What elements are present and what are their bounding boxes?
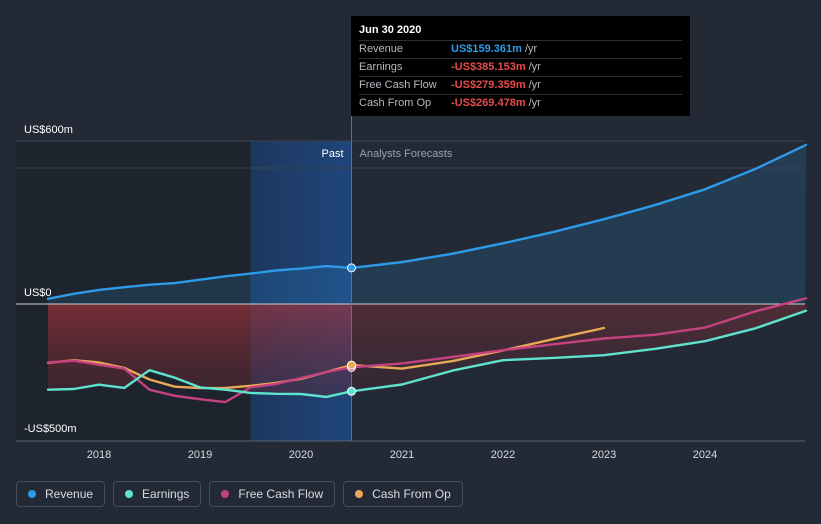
x-tick-label: 2024 bbox=[693, 449, 717, 461]
legend-label: Revenue bbox=[45, 487, 94, 501]
tooltip-value: US$159.361m bbox=[451, 43, 522, 55]
y-tick-label: -US$500m bbox=[24, 423, 77, 435]
legend-dot-icon bbox=[125, 490, 134, 498]
tooltip-unit: /yr bbox=[524, 43, 538, 55]
tooltip-label: Earnings bbox=[359, 61, 403, 73]
tooltip-row: Free Cash Flow -US$279.359m/yr bbox=[359, 76, 682, 94]
x-tick-label: 2019 bbox=[188, 449, 212, 461]
legend: Revenue Earnings Free Cash Flow Cash From O… bbox=[16, 481, 463, 507]
legend-dot-icon bbox=[28, 490, 36, 498]
legend-item-free-cash-flow[interactable]: Free Cash Flow bbox=[209, 481, 336, 507]
tooltip-row: Earnings -US$385.153m/yr bbox=[359, 58, 682, 76]
past-label: Past bbox=[321, 148, 343, 160]
tooltip-value: -US$269.478m bbox=[451, 97, 526, 109]
revenue-area bbox=[48, 144, 806, 304]
earnings-area bbox=[48, 304, 806, 397]
tooltip-row: Revenue US$159.361m/yr bbox=[359, 40, 682, 58]
legend-label: Cash From Op bbox=[372, 487, 451, 501]
legend-item-revenue[interactable]: Revenue bbox=[16, 481, 106, 507]
tooltip-row: Cash From Op -US$269.478m/yr bbox=[359, 94, 682, 112]
x-tick-label: 2021 bbox=[390, 449, 414, 461]
tooltip-value: -US$279.359m bbox=[451, 79, 526, 91]
marker-earnings bbox=[347, 386, 356, 396]
legend-dot-icon bbox=[221, 490, 230, 498]
series-line-revenue bbox=[46, 143, 808, 300]
tooltip-date: Jun 30 2020 bbox=[359, 24, 422, 36]
legend-item-earnings[interactable]: Earnings bbox=[113, 481, 202, 507]
tooltip-unit: /yr bbox=[528, 61, 541, 73]
legend-dot-icon bbox=[355, 490, 364, 498]
financial-chart: US$600m US$0 -US$500m 2018 2019 2020 2021 2022 2… bbox=[16, 16, 808, 461]
forecast-dim bbox=[351, 304, 805, 392]
tooltip-unit: /yr bbox=[528, 97, 541, 109]
marker-cash-from-op bbox=[347, 360, 356, 370]
legend-item-cash-from-op[interactable]: Cash From Op bbox=[343, 481, 463, 507]
past-region bbox=[16, 141, 251, 441]
tooltip-unit: /yr bbox=[528, 79, 541, 91]
series-line-earnings bbox=[46, 309, 808, 399]
forecast-label: Analysts Forecasts bbox=[360, 148, 453, 160]
tooltip-label: Cash From Op bbox=[359, 97, 432, 109]
legend-label: Earnings bbox=[142, 487, 190, 501]
y-tick-label: US$0 bbox=[24, 287, 52, 299]
marker-revenue bbox=[347, 263, 356, 273]
x-tick-label: 2020 bbox=[289, 449, 313, 461]
x-tick-label: 2023 bbox=[592, 449, 616, 461]
x-tick-label: 2018 bbox=[87, 449, 111, 461]
legend-label: Free Cash Flow bbox=[238, 487, 324, 501]
x-tick-label: 2022 bbox=[491, 449, 515, 461]
tooltip: Jun 30 2020 Revenue US$159.361m/yr Earning… bbox=[351, 16, 690, 116]
tooltip-label: Free Cash Flow bbox=[359, 79, 437, 91]
y-tick-label: US$600m bbox=[24, 124, 73, 136]
tooltip-label: Revenue bbox=[359, 43, 404, 55]
tooltip-value: -US$385.153m bbox=[451, 61, 526, 73]
